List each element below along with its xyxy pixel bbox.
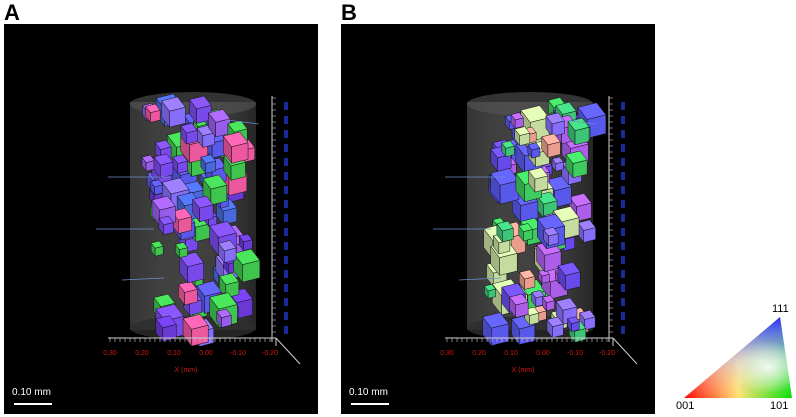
grain xyxy=(182,314,209,347)
x-tick-label: -0.10 xyxy=(230,350,246,357)
grain xyxy=(161,96,186,128)
ipf-label-111: 111 xyxy=(772,303,789,315)
ipf-color-triangle xyxy=(684,317,792,398)
x-tick-label: -0.20 xyxy=(599,350,615,357)
grain xyxy=(543,227,559,247)
grain xyxy=(557,261,581,292)
x-tick-label: 0.30 xyxy=(103,350,117,357)
grain xyxy=(150,179,164,196)
grain xyxy=(496,220,514,243)
grain xyxy=(510,112,524,130)
grain-cluster xyxy=(141,93,261,348)
panel-a-scale-label: 0.10 mm xyxy=(12,387,51,398)
panel-b-rendering: 0.30 0.20 0.10 0.00 -0.10 -0.20 X (mm) xyxy=(433,92,638,374)
grain xyxy=(567,316,580,333)
grain xyxy=(509,293,529,319)
grain xyxy=(222,131,249,165)
panel-a-scale-bar xyxy=(14,403,52,405)
grain xyxy=(200,154,217,175)
grain xyxy=(192,195,214,223)
grain xyxy=(577,219,597,244)
grain xyxy=(171,207,193,235)
panel-a-rendering: 0.30 0.20 0.10 0.00 -0.10 -0.20 X (mm) xyxy=(96,92,301,374)
grain xyxy=(207,109,231,138)
grain xyxy=(233,248,261,283)
grain xyxy=(174,242,188,259)
x-tick-label: 0.20 xyxy=(135,350,149,357)
x-tick-label: 0.20 xyxy=(472,350,486,357)
grain xyxy=(541,133,561,159)
x-tick-label: 0.30 xyxy=(440,350,454,357)
grain xyxy=(528,167,549,193)
x-tick-label: 0.10 xyxy=(167,350,181,357)
panel-a-letter: A xyxy=(4,0,20,25)
grain xyxy=(218,272,240,299)
grain xyxy=(153,153,174,179)
x-axis-title: X (mm) xyxy=(175,367,198,374)
x-axis: 0.30 0.20 0.10 0.00 -0.10 -0.20 X (mm) xyxy=(440,337,638,374)
grain xyxy=(216,308,232,329)
ipf-label-101: 101 xyxy=(770,400,789,412)
grain xyxy=(518,269,536,291)
grain xyxy=(518,223,534,242)
panel-b-scale-bar xyxy=(351,403,389,405)
grain xyxy=(551,156,564,173)
grain xyxy=(542,295,556,312)
grain-cluster xyxy=(482,97,607,347)
grain xyxy=(527,142,541,159)
grain xyxy=(145,103,161,124)
x-axis: 0.30 0.20 0.10 0.00 -0.10 -0.20 X (mm) xyxy=(103,337,301,374)
grain xyxy=(158,215,175,236)
grain xyxy=(172,154,189,175)
x-tick-label: 0.00 xyxy=(536,350,550,357)
grain xyxy=(178,280,198,306)
vertical-axis xyxy=(271,96,288,342)
grain xyxy=(483,284,497,300)
pointer-lines xyxy=(96,119,260,281)
x-tick-label: 0.10 xyxy=(504,350,518,357)
panel-b-image: 0.30 0.20 0.10 0.00 -0.10 -0.20 X (mm) 0.10 mm xyxy=(341,24,655,414)
grain xyxy=(155,315,177,343)
grain xyxy=(202,174,228,206)
grain xyxy=(555,297,578,326)
grain xyxy=(537,269,550,285)
ipf-label-001: 001 xyxy=(676,400,695,412)
vertical-axis xyxy=(608,96,625,342)
grain xyxy=(150,240,164,258)
grain xyxy=(514,126,531,147)
grain xyxy=(546,316,564,339)
grain xyxy=(217,240,237,264)
x-axis-title: X (mm) xyxy=(512,367,535,374)
panel-a-image: 0.30 0.20 0.10 0.00 -0.10 -0.20 X (mm) 0.10 mm xyxy=(4,24,318,414)
grain xyxy=(545,112,565,138)
grain xyxy=(565,150,588,179)
panel-b-letter: B xyxy=(341,0,357,25)
panel-b-scale-label: 0.10 mm xyxy=(349,387,388,398)
pointer-lines xyxy=(433,119,597,281)
grain xyxy=(189,95,212,125)
grain xyxy=(238,233,253,252)
x-tick-label: -0.20 xyxy=(262,350,278,357)
x-tick-label: -0.10 xyxy=(567,350,583,357)
grain xyxy=(501,140,515,158)
grain xyxy=(180,122,198,145)
x-tick-label: 0.00 xyxy=(199,350,213,357)
